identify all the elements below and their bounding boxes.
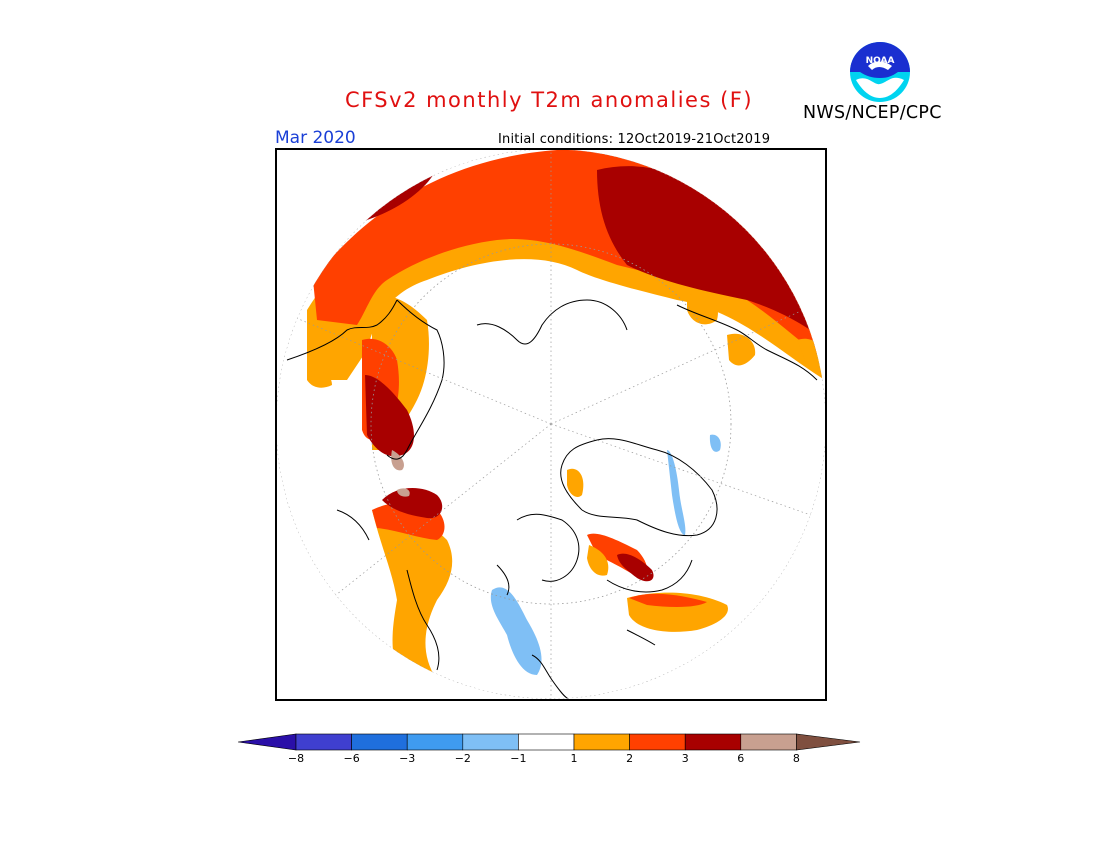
initial-conditions: Initial conditions: 12Oct2019-21Oct2019: [498, 132, 771, 147]
anomaly-europe-orange: [587, 545, 609, 576]
colorbar-tick-label: −8: [287, 752, 305, 765]
anomaly-greenland-tan: [391, 450, 404, 471]
colorbar-arrow-left: [238, 733, 297, 751]
noaa-logo-text: NOAA: [866, 56, 895, 66]
anomaly-siberia-orange: [567, 468, 584, 497]
colorbar-tick-label: 1: [570, 752, 578, 765]
anomaly-canada-blue: [490, 587, 542, 675]
anomaly-europe-darkred: [617, 553, 654, 582]
colorbar-tick-label: 6: [737, 752, 745, 765]
colorbar-tick-label: −1: [510, 752, 527, 765]
colorbar-box: [462, 733, 519, 751]
colorbar-box: [684, 733, 742, 751]
polar-map: [275, 148, 827, 701]
colorbar-tick-label: 3: [681, 752, 689, 765]
anomaly-asia-red: [629, 593, 707, 607]
anomaly-greenland-darkred: [365, 375, 414, 457]
colorbar-tick-label: −2: [454, 752, 471, 765]
colorbar: [238, 733, 861, 751]
anomaly-east-orange: [727, 333, 756, 366]
anomaly-darkred-ne: [597, 166, 825, 340]
anomaly-alaska-tan: [397, 488, 410, 497]
meridians: [277, 150, 825, 699]
anomaly-east-orange2: [687, 293, 718, 325]
colorbar-box: [629, 733, 686, 751]
colorbar-box: [740, 733, 797, 751]
colorbar-tick-label: 8: [792, 752, 800, 765]
anomaly-darkred-nw: [317, 168, 437, 260]
colorbar-box: [518, 733, 575, 751]
anomaly-orange-west: [307, 370, 332, 388]
agency-label: NWS/NCEP/CPC: [803, 103, 942, 123]
colorbar-tick-label: 2: [626, 752, 634, 765]
polar-map-svg: [277, 150, 825, 699]
colorbar-arrow-right: [796, 733, 861, 751]
anomaly-alaska-darkred: [382, 488, 443, 519]
colorbar-box: [573, 733, 630, 751]
colorbar-tick-label: −3: [399, 752, 416, 765]
anomaly-alaska-orange: [372, 509, 453, 690]
forecast-period: Mar 2020: [275, 128, 356, 148]
colorbar-box: [295, 733, 352, 751]
anomaly-siberia-blue: [667, 450, 686, 535]
map-title: CFSv2 monthly T2m anomalies (F): [344, 88, 754, 112]
colorbar-box: [406, 733, 464, 751]
colorbar-box: [351, 733, 408, 751]
noaa-logo: NOAA: [850, 42, 910, 102]
coastlines: [286, 299, 818, 699]
colorbar-tick-label: −6: [343, 752, 360, 765]
anomaly-ural-blue: [709, 434, 721, 452]
